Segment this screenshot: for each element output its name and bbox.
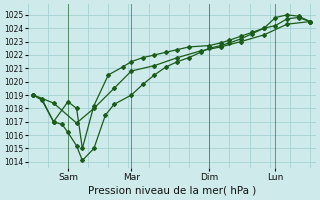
X-axis label: Pression niveau de la mer( hPa ): Pression niveau de la mer( hPa ) <box>88 186 256 196</box>
